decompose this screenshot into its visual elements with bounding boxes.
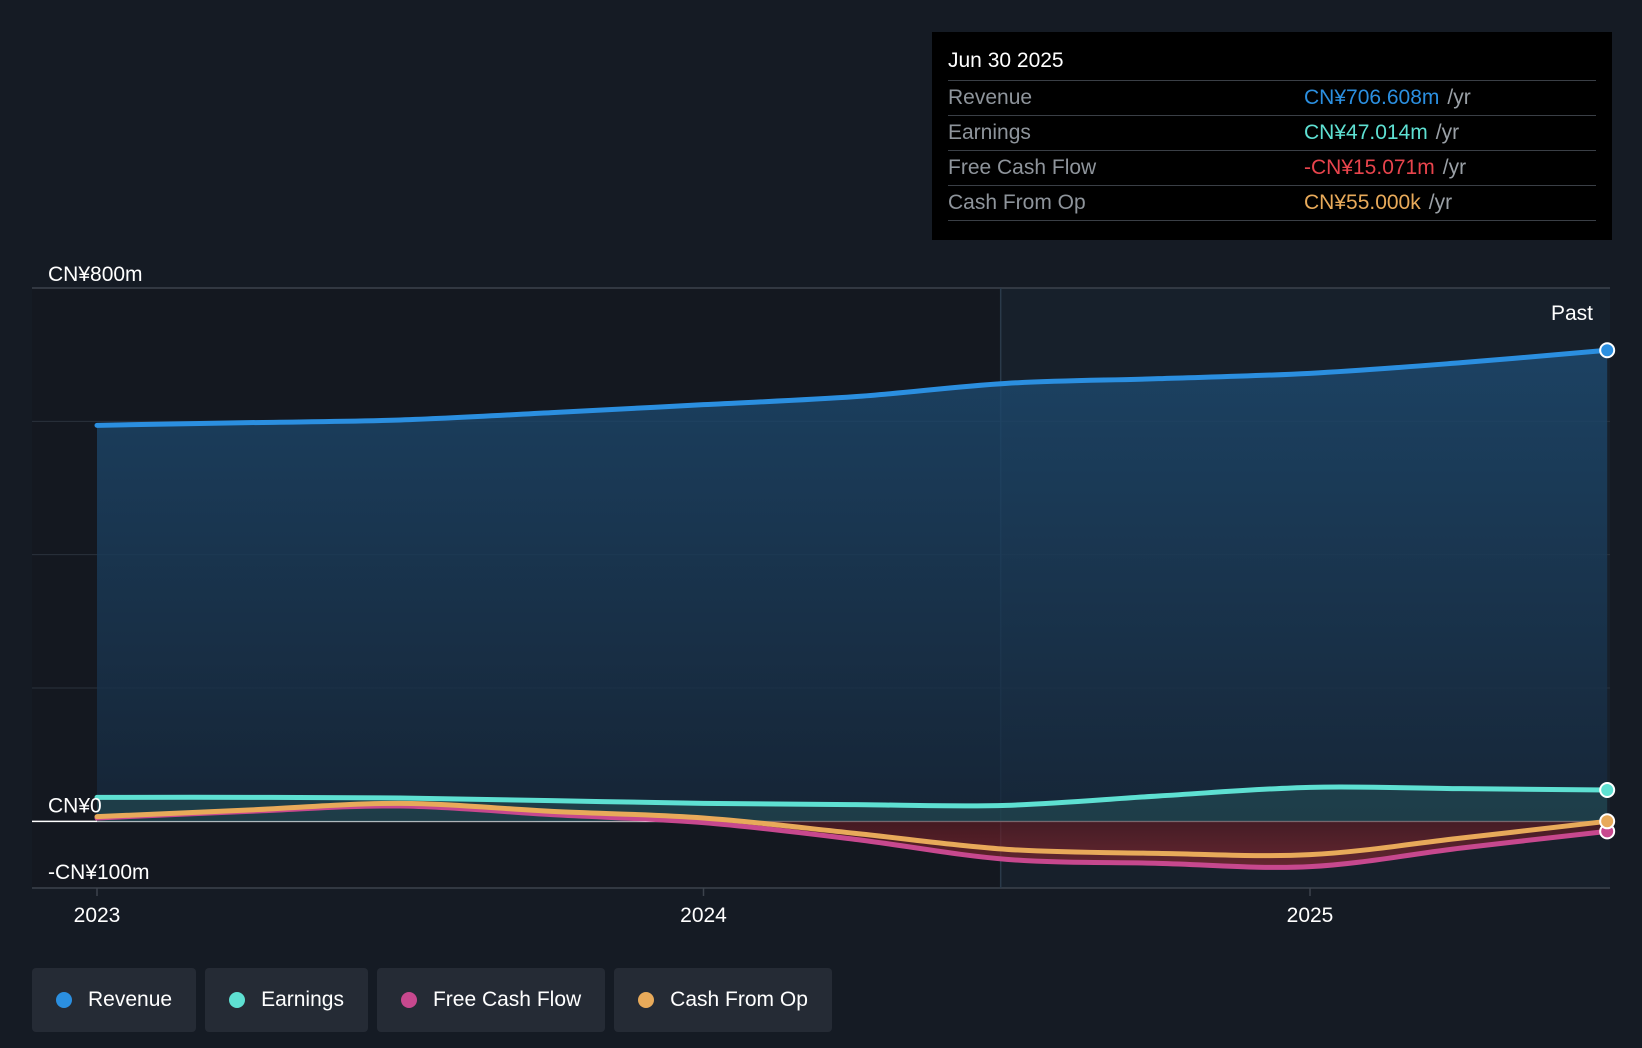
tooltip-unit: /yr	[1428, 191, 1453, 214]
legend-item-free-cash-flow[interactable]: Free Cash Flow	[376, 968, 606, 1032]
free-cash-flow-dot-icon	[400, 992, 417, 1008]
x-tick-label: 2025	[1287, 904, 1334, 927]
tooltip-label: Cash From Op	[948, 191, 1086, 214]
tooltip-value: CN¥55.000k	[1304, 191, 1421, 214]
tooltip-row-revenue: Revenue CN¥706.608m /yr	[948, 81, 1596, 116]
earnings-area	[97, 786, 1608, 822]
x-tick-label: 2023	[74, 904, 121, 927]
revenue-end-point	[1599, 342, 1616, 359]
earnings-line	[94, 784, 1610, 809]
tooltip-unit: /yr	[1435, 121, 1460, 144]
tooltip-value: CN¥47.014m	[1304, 121, 1428, 144]
revenue-dot-icon	[56, 992, 72, 1008]
cash-from-op-dot-icon	[638, 992, 655, 1008]
tooltip-value: CN¥706.608m	[1304, 86, 1440, 109]
tooltip-label: Earnings	[948, 121, 1031, 144]
legend-label: Cash From Op	[670, 988, 808, 1011]
tooltip-date: Jun 30 2025	[948, 46, 1596, 81]
legend-item-cash-from-op[interactable]: Cash From Op	[614, 968, 832, 1032]
legend-item-earnings[interactable]: Earnings	[205, 968, 368, 1032]
tooltip-row-earnings: Earnings CN¥47.014m /yr	[948, 116, 1596, 151]
tooltip: Jun 30 2025 Revenue CN¥706.608m /yr Earn…	[932, 32, 1612, 240]
tooltip-unit: /yr	[1442, 156, 1467, 179]
tooltip-row-free-cash-flow: Free Cash Flow -CN¥15.071m /yr	[948, 151, 1596, 186]
past-label: Past	[1551, 302, 1593, 325]
legend-label: Revenue	[88, 988, 173, 1011]
tooltip-label: Revenue	[948, 86, 1033, 109]
cash-from-op-line	[94, 800, 1610, 859]
legend-label: Free Cash Flow	[432, 988, 582, 1011]
tooltip-unit: /yr	[1447, 86, 1471, 109]
legend-label: Earnings	[261, 988, 344, 1011]
earnings-end-point	[1599, 782, 1616, 798]
y-tick-label: -CN¥100m	[48, 861, 150, 884]
revenue-line	[94, 347, 1610, 428]
y-tick-label: CN¥800m	[48, 263, 143, 286]
earnings-dot-icon	[229, 992, 246, 1008]
tooltip-label: Free Cash Flow	[948, 156, 1097, 179]
y-tick-label: CN¥0	[48, 794, 102, 817]
legend-item-revenue[interactable]: Revenue	[32, 968, 197, 1032]
tooltip-row-cash-from-op: Cash From Op CN¥55.000k /yr	[948, 186, 1596, 221]
legend: Revenue Earnings Free Cash Flow Cash Fro…	[32, 968, 832, 1032]
tooltip-value: -CN¥15.071m	[1304, 156, 1435, 179]
cash-from-op-end-point	[1599, 813, 1616, 830]
revenue-area	[97, 350, 1608, 822]
x-tick-label: 2024	[680, 904, 727, 927]
